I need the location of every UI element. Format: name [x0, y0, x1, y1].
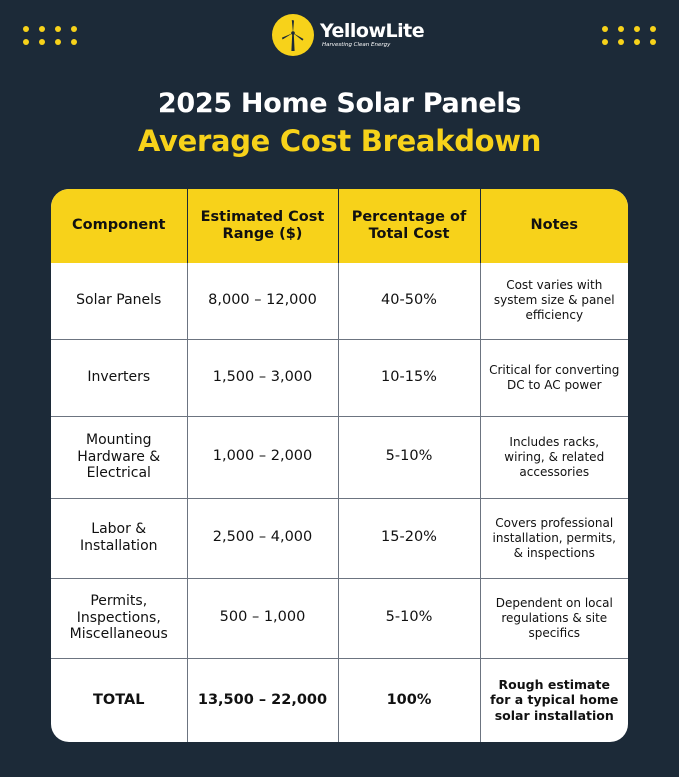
cost-cell: 8,000 – 12,000: [186, 263, 338, 339]
wind-turbine-icon: [272, 14, 314, 56]
table-row: Permits, Inspections, Miscellaneous 500 …: [51, 577, 628, 658]
notes-cell: Dependent on local regulations & site sp…: [479, 577, 628, 658]
decorative-dots-right: [602, 26, 656, 45]
percentage-cell: 10-15%: [337, 338, 480, 416]
page-subtitle: Average Cost Breakdown: [137, 124, 542, 158]
header-component: Component: [51, 189, 187, 263]
notes-cell: Rough estimate for a typical home solar …: [479, 657, 628, 742]
component-cell: Permits, Inspections, Miscellaneous: [51, 577, 187, 658]
table-row: Mounting Hardware & Electrical 1,000 – 2…: [51, 415, 628, 498]
cost-cell: 1,000 – 2,000: [186, 415, 338, 498]
component-cell: Mounting Hardware & Electrical: [51, 415, 187, 498]
component-cell: Inverters: [51, 338, 187, 416]
percentage-cell: 40-50%: [337, 263, 480, 339]
percentage-cell: 100%: [337, 657, 480, 742]
percentage-cell: 5-10%: [337, 577, 480, 658]
brand-logo: YellowLite Harvesting Clean Energy: [272, 14, 425, 56]
brand-tagline: Harvesting Clean Energy: [322, 41, 391, 48]
header-cost-range: Estimated Cost Range ($): [186, 189, 338, 263]
percentage-cell: 5-10%: [337, 415, 480, 498]
component-cell: Solar Panels: [76, 292, 162, 309]
notes-cell: Critical for converting DC to AC power: [479, 338, 628, 416]
header-percentage: Percentage of Total Cost: [337, 189, 480, 263]
cost-cell: 500 – 1,000: [186, 577, 338, 658]
cost-cell: 13,500 – 22,000: [186, 657, 338, 742]
total-row: TOTAL 13,500 – 22,000 100% Rough estimat…: [51, 657, 628, 742]
cost-table: Component Estimated Cost Range ($) Perce…: [51, 189, 628, 742]
cost-cell: 1,500 – 3,000: [186, 338, 338, 416]
cost-cell: 2,500 – 4,000: [186, 497, 338, 578]
component-cell: TOTAL: [51, 657, 187, 742]
table-row: Solar Panels 8,000 – 12,000 40-50% Cost …: [51, 263, 628, 339]
table-header-row: Component Estimated Cost Range ($) Perce…: [51, 189, 628, 263]
notes-cell: Covers professional installation, permit…: [479, 497, 628, 578]
header-notes: Notes: [479, 189, 628, 263]
notes-cell: Cost varies with system size & panel eff…: [479, 263, 628, 339]
page-title: 2025 Home Solar Panels: [157, 88, 522, 119]
percentage-cell: 15-20%: [337, 497, 480, 578]
notes-cell: Includes racks, wiring, & related access…: [479, 415, 628, 498]
decorative-dots-left: [23, 26, 77, 45]
table-row: Inverters 1,500 – 3,000 10-15% Critical …: [51, 338, 628, 416]
component-cell: Labor & Installation: [51, 497, 187, 578]
table-row: Labor & Installation 2,500 – 4,000 15-20…: [51, 497, 628, 578]
brand-name: YellowLite: [320, 19, 425, 42]
